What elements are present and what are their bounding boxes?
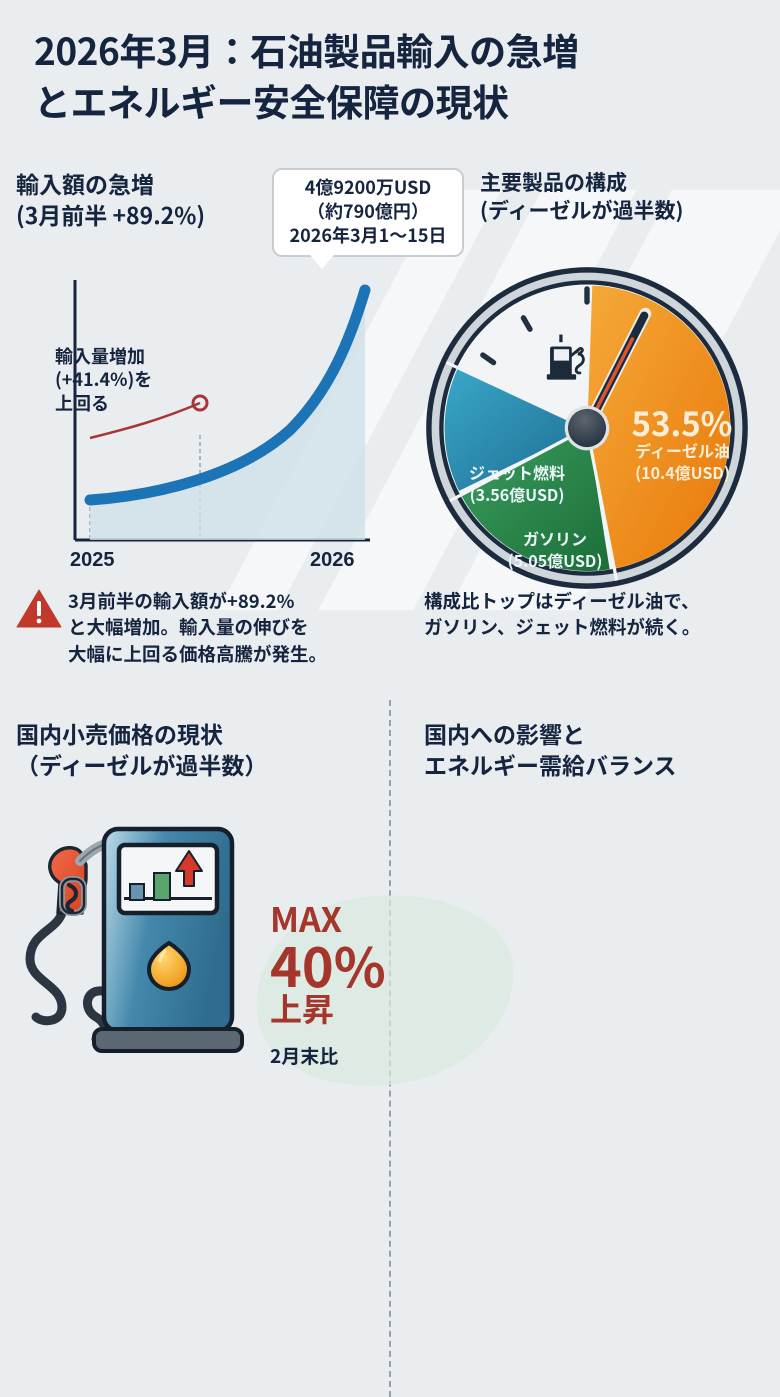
svg-text:2026: 2026 [310, 549, 355, 570]
svg-text:2025: 2025 [70, 549, 115, 570]
